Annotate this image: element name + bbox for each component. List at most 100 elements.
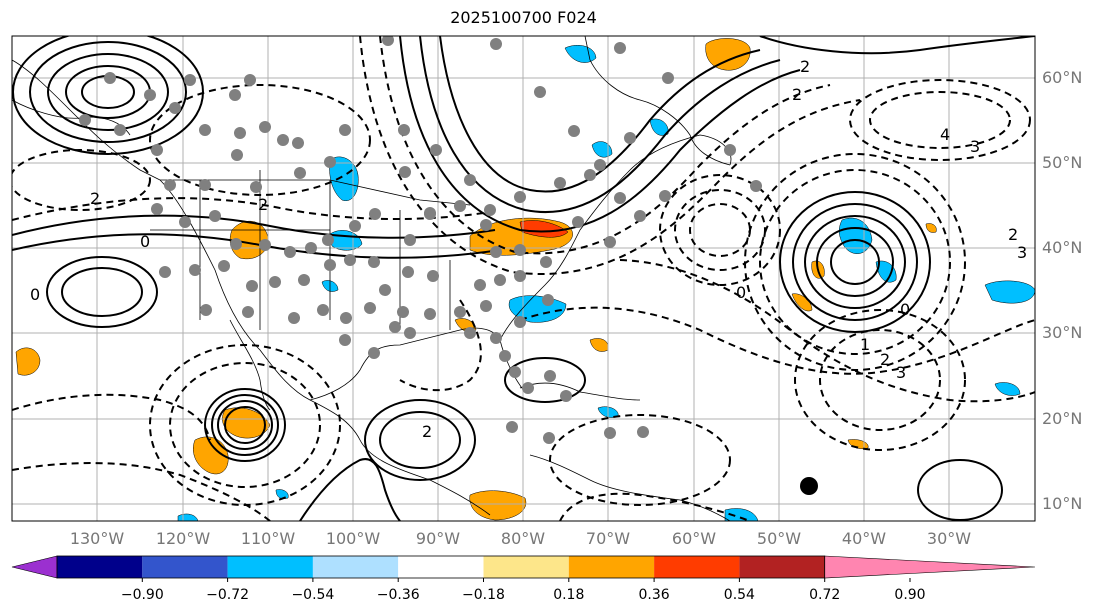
station-marker-icon [543,432,555,444]
station-marker-icon [242,306,254,318]
station-marker-icon [151,144,163,156]
station-marker-icon [368,347,380,359]
contour-line [759,36,1035,55]
anomaly-fill-area [329,156,359,202]
colorbar [11,555,1036,582]
longitude-label: 30°W [926,529,972,548]
station-marker-icon [522,382,534,394]
colorbar-tick-label: 0.18 [553,587,585,603]
station-marker-icon [514,191,526,203]
colorbar-tick-label: 0.72 [809,587,841,603]
station-marker-icon [269,276,281,288]
station-marker-icon [284,246,296,258]
coastline [160,179,471,206]
station-marker-icon [246,280,258,292]
station-marker-icon [659,190,671,202]
contour-line [816,227,894,297]
station-marker-icon [430,144,442,156]
station-marker-icon [568,125,580,137]
station-marker-icon [340,312,352,324]
station-marker-icon [151,203,163,215]
contour-value-label: 2 [1008,225,1018,244]
longitude-label: 40°W [841,529,887,548]
station-marker-icon [509,366,521,378]
contour-value-label: 2 [792,85,802,104]
station-marker-icon [514,270,526,282]
contour-line [217,400,273,450]
station-marker-icon [199,124,211,136]
contour-line [792,203,918,321]
station-marker-icon [114,124,126,136]
contour-line [794,309,966,451]
colorbar-tick-label: −0.36 [376,587,420,603]
contour-value-label: 0 [30,285,40,304]
station-marker-icon [230,238,242,250]
coastline [150,170,451,330]
contour-line [299,458,401,521]
black-dot-icon [800,477,818,495]
colorbar-segment [739,556,825,578]
latitude-label: 40°N [1042,238,1083,257]
contour-line [659,174,781,286]
latitude-label: 60°N [1042,68,1083,87]
coastline [12,59,161,181]
contour-line [359,36,861,275]
station-marker-icon [560,390,572,402]
contour-value-label: 1 [860,335,870,354]
longitude-label: 100°W [325,529,381,548]
colorbar-tick-label: −0.72 [206,587,250,603]
contour-line [12,149,151,211]
station-marker-icon [427,270,439,282]
colorbar-tick-label: 0.36 [638,587,670,603]
contour-line [149,84,371,196]
station-marker-icon [454,200,466,212]
station-marker-icon [368,256,380,268]
contour-value-label: 0 [736,283,746,302]
station-marker-icon [484,204,496,216]
station-marker-icon [144,89,156,101]
contour-line [830,239,880,285]
station-marker-icon [199,179,211,191]
contour-line [61,267,143,317]
station-marker-icon [404,327,416,339]
contour-line [379,36,831,255]
station-marker-icon [305,242,317,254]
station-marker-icon [506,421,518,433]
station-marker-icon [554,177,566,189]
colorbar-tick-label: −0.18 [462,587,505,603]
colorbar-segment [483,556,569,578]
station-marker-icon [231,149,243,161]
colorbar-segment [227,556,313,578]
station-marker-icon [294,167,306,179]
station-marker-icon [490,246,502,258]
contour-line [559,492,751,521]
station-marker-icon [218,260,230,272]
contour-line [917,459,1003,521]
contour-value-label: 4 [940,125,950,144]
station-marker-icon [379,284,391,296]
station-marker-icon [277,134,289,146]
contour-line [744,153,966,371]
station-marker-icon [159,266,171,278]
anomaly-fill-area [591,141,613,158]
anomaly-fill-area [875,260,897,283]
colorbar-tick-label: −0.90 [120,587,164,603]
station-marker-icon [404,234,416,246]
longitude-label: 70°W [585,529,631,548]
contour-value-label: 3 [1017,243,1027,262]
colorbar-min-arrow [11,555,58,579]
contour-line [504,357,586,403]
contour-line [379,411,461,469]
station-marker-icon [424,308,436,320]
station-marker-icon [369,208,381,220]
colorbar-segment [312,556,399,578]
station-marker-icon [397,306,409,318]
anomaly-fill-area [15,347,41,376]
station-marker-icon [209,210,221,222]
station-marker-icon [399,166,411,178]
station-marker-icon [344,254,356,266]
contour-line [419,36,781,213]
longitude-label: 60°W [671,529,717,548]
station-marker-icon [164,179,176,191]
station-marker-icon [234,127,246,139]
